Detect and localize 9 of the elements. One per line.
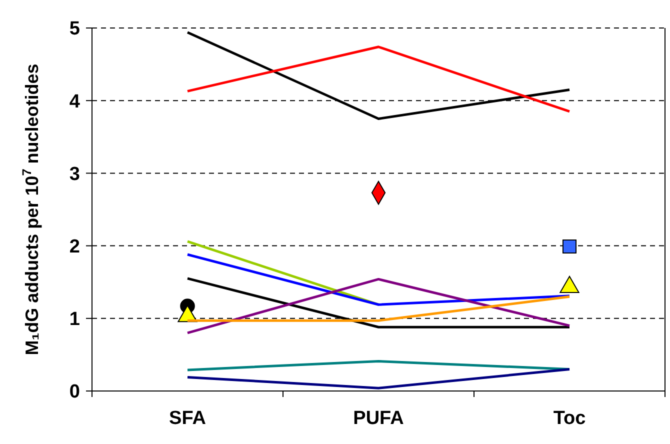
x-tick-label: SFA <box>169 408 206 429</box>
y-tick-label: 5 <box>69 18 80 40</box>
y-tick-label: 0 <box>69 382 80 403</box>
y-tick-label: 4 <box>69 91 80 112</box>
y-tick-label: 3 <box>69 164 80 185</box>
y-tick-label: 1 <box>69 309 80 330</box>
x-tick-label: PUFA <box>353 408 404 429</box>
x-tick-label: Toc <box>553 408 586 429</box>
y-tick-label: 2 <box>69 236 80 258</box>
